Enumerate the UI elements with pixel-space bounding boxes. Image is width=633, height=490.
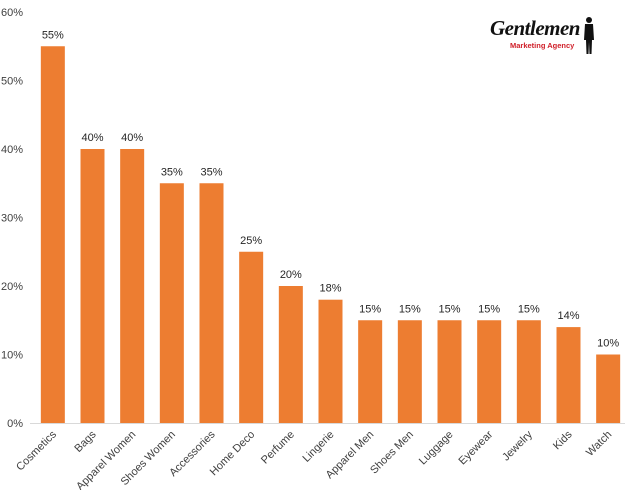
bar <box>120 149 145 423</box>
y-tick-label: 0% <box>7 418 23 430</box>
x-tick-label: Shoes Men <box>368 429 416 477</box>
data-label: 10% <box>597 338 619 350</box>
data-label: 35% <box>200 166 222 178</box>
bar <box>477 320 502 423</box>
data-label: 40% <box>81 132 103 144</box>
bar <box>358 320 383 423</box>
data-label: 55% <box>42 29 64 41</box>
bar <box>239 251 264 423</box>
data-label: 25% <box>240 235 262 247</box>
x-tick-label: Perfume <box>259 429 297 467</box>
data-label: 18% <box>319 283 341 295</box>
x-tick-label: Kids <box>551 428 575 452</box>
bar <box>278 286 303 423</box>
y-tick-label: 50% <box>1 76 23 88</box>
bar <box>80 149 105 423</box>
y-tick-label: 60% <box>1 7 23 19</box>
x-tick-label: Bags <box>72 428 99 455</box>
bar <box>397 320 422 423</box>
x-tick-label: Jewelry <box>500 428 535 463</box>
x-tick-label: Lingerie <box>300 429 336 465</box>
bar <box>318 299 343 423</box>
bar <box>199 183 224 423</box>
data-label: 15% <box>518 303 540 315</box>
bar <box>437 320 462 423</box>
x-tick-label: Cosmetics <box>14 428 59 473</box>
x-tick-label: Eyewear <box>457 428 496 467</box>
bar <box>159 183 184 423</box>
data-label: 14% <box>557 310 579 322</box>
x-tick-label: Luggage <box>417 429 456 468</box>
bar <box>596 354 621 423</box>
data-label: 15% <box>359 303 381 315</box>
data-labels: 55% 40% 40% 35% 35% 25% 20% 18% 15% 15% 15% 15% 15% 1… <box>42 29 620 349</box>
y-tick-label: 40% <box>1 144 23 156</box>
logo-tagline: Marketing Agency <box>510 41 575 50</box>
y-axis-ticks: 0% 10% 20% 30% 40% 50% 60% <box>1 7 23 430</box>
x-tick-label: Watch <box>584 429 614 459</box>
logo-title: Gentlemen <box>490 16 581 40</box>
brand-logo: Gentlemen Marketing Agency <box>490 16 598 60</box>
bar <box>556 327 581 423</box>
y-tick-label: 20% <box>1 281 23 293</box>
gentleman-figure-icon <box>584 17 594 54</box>
y-tick-label: 10% <box>1 350 23 362</box>
bar <box>40 46 65 423</box>
y-tick-label: 30% <box>1 213 23 225</box>
data-label: 40% <box>121 132 143 144</box>
data-label: 35% <box>161 166 183 178</box>
data-label: 15% <box>478 303 500 315</box>
data-label: 20% <box>280 269 302 281</box>
bars <box>40 46 621 423</box>
data-label: 15% <box>399 303 421 315</box>
data-label: 15% <box>438 303 460 315</box>
bar <box>516 320 541 423</box>
